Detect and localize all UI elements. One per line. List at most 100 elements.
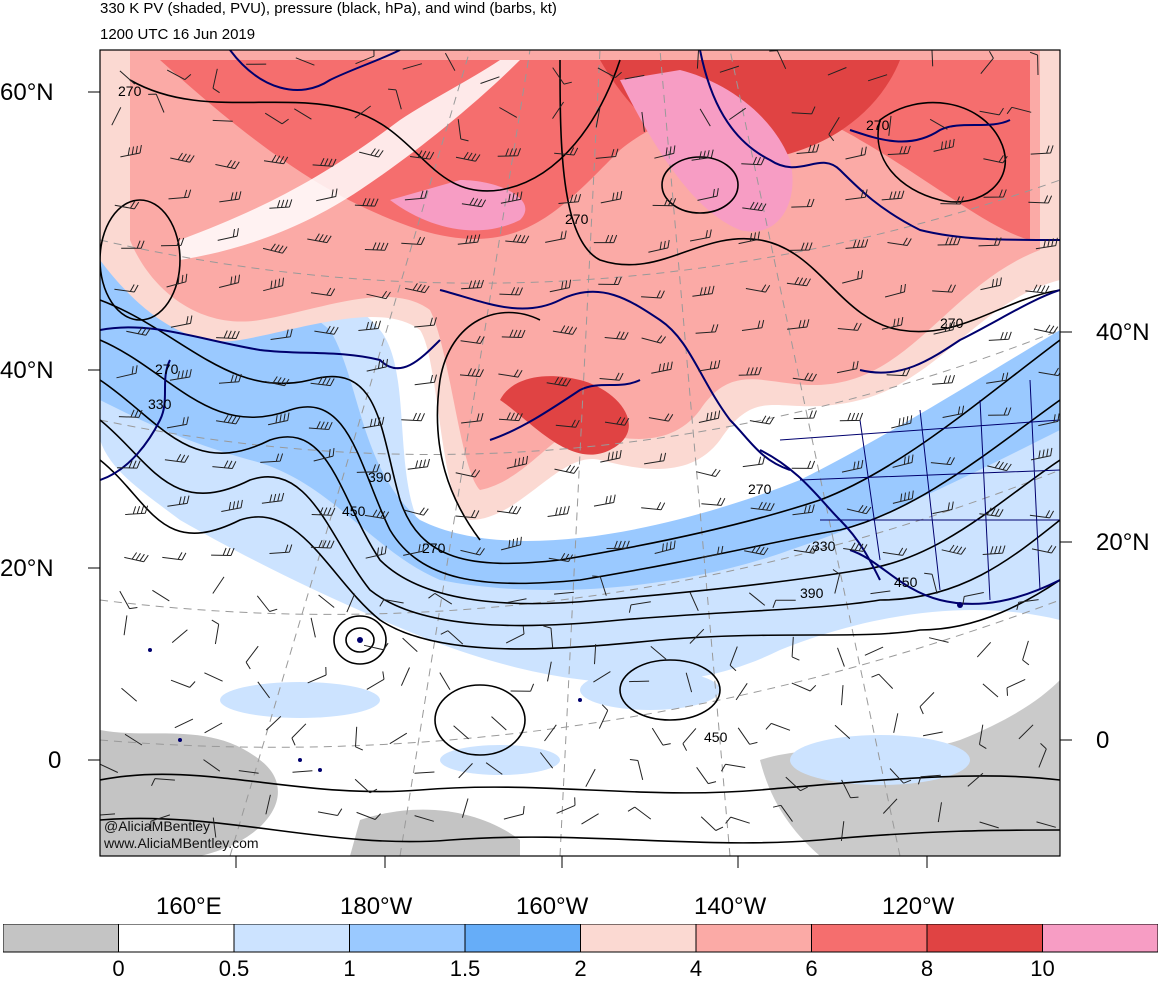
wind-barb	[359, 148, 384, 158]
wind-barb	[501, 329, 526, 338]
wind-barb	[269, 544, 293, 554]
wind-barb	[789, 242, 813, 251]
wind-barb	[827, 67, 847, 76]
wind-barb	[940, 196, 964, 205]
wind-barb	[699, 108, 711, 127]
wind-barb	[837, 322, 862, 331]
wind-barb	[500, 191, 523, 204]
wind-barb	[786, 276, 811, 287]
wind-barb	[891, 415, 913, 429]
wind-barb	[867, 74, 888, 82]
wind-barb	[738, 231, 760, 245]
wind-barb	[148, 93, 165, 113]
wind-barb	[460, 547, 485, 556]
credit-handle: @AliciaMBentley	[104, 818, 211, 834]
contour-label: 330	[148, 396, 172, 412]
contour-label: 270	[155, 361, 179, 377]
wind-barb	[1038, 743, 1047, 768]
wind-barb	[544, 724, 557, 742]
pressure-contour	[100, 773, 1060, 794]
wind-barb	[698, 359, 721, 372]
wind-barb	[203, 759, 221, 772]
wind-barb	[460, 335, 485, 344]
wind-barb	[119, 70, 136, 85]
wind-barbs	[100, 50, 1060, 842]
wind-barb	[793, 410, 817, 420]
lat-label-0: 0	[48, 747, 62, 774]
colorbar-tick-label: 0	[112, 956, 125, 981]
wind-barb	[121, 240, 145, 249]
wind-barb	[842, 270, 863, 284]
wind-barb	[414, 317, 437, 328]
lat-label-60n: 60°N	[0, 79, 54, 106]
wind-barb	[118, 409, 143, 418]
wind-barb	[1018, 724, 1034, 740]
pv-gray-patch-3	[350, 809, 520, 856]
wind-barb	[314, 325, 339, 335]
wind-barb	[312, 157, 337, 167]
wind-barb	[267, 412, 290, 426]
wind-barb	[164, 454, 190, 463]
wind-barb	[701, 497, 726, 506]
wind-barb	[787, 319, 810, 330]
lon-label-140w: 140°W	[694, 893, 767, 920]
wind-barb	[796, 144, 820, 154]
credit-website: www.AliciaMBentley.com	[104, 835, 259, 851]
lon-label-160w: 160°W	[516, 893, 589, 920]
wind-barb	[741, 156, 765, 166]
wind-barb	[503, 806, 525, 820]
coastline	[489, 379, 641, 441]
wind-barb	[598, 704, 609, 729]
wind-barb	[365, 545, 387, 559]
island	[148, 648, 152, 652]
wind-barb	[737, 727, 758, 745]
coastline	[100, 326, 441, 370]
wind-barb	[120, 145, 142, 158]
wind-barb	[439, 672, 451, 691]
wind-barb	[554, 147, 579, 156]
coastline	[100, 359, 171, 481]
wind-barb	[204, 672, 223, 682]
wind-barb	[152, 589, 170, 602]
wind-barb	[547, 505, 570, 517]
wind-barb	[491, 716, 507, 731]
lat-label-20n: 20°N	[0, 555, 54, 582]
wind-barb	[1029, 51, 1039, 76]
wind-barb	[742, 201, 767, 212]
wind-barb	[497, 505, 522, 515]
wind-barb	[307, 666, 327, 684]
wind-barb	[362, 416, 385, 429]
wind-barb	[555, 419, 580, 428]
coastline	[229, 50, 401, 91]
wind-barb	[461, 279, 484, 290]
wind-barb	[171, 629, 188, 643]
wind-barb	[366, 358, 388, 372]
wind-barb	[641, 335, 667, 344]
wind-barb	[793, 544, 818, 554]
colorbar-box	[926, 924, 1043, 953]
wind-barb	[260, 453, 284, 463]
wind-barb	[937, 802, 942, 823]
wind-barb	[552, 325, 578, 335]
wind-barb	[212, 460, 237, 469]
wind-barb	[604, 416, 630, 426]
pv-blue-band	[100, 160, 1060, 683]
wind-barb	[124, 733, 143, 746]
wind-barb	[354, 778, 378, 794]
wind-barb	[123, 615, 128, 636]
wind-barb	[729, 646, 738, 672]
wind-barb	[594, 644, 597, 665]
wind-barb	[606, 540, 630, 549]
wind-barb	[389, 732, 408, 745]
wind-barb	[629, 759, 644, 781]
wind-barb	[886, 368, 911, 377]
pressure-contour	[100, 299, 1060, 565]
wind-barb	[170, 152, 195, 163]
wind-barb	[652, 198, 677, 207]
wind-barb	[685, 672, 693, 693]
wind-barb	[480, 76, 500, 84]
wind-barb	[881, 190, 905, 201]
wind-barb	[364, 242, 389, 251]
wind-barb	[455, 469, 481, 478]
